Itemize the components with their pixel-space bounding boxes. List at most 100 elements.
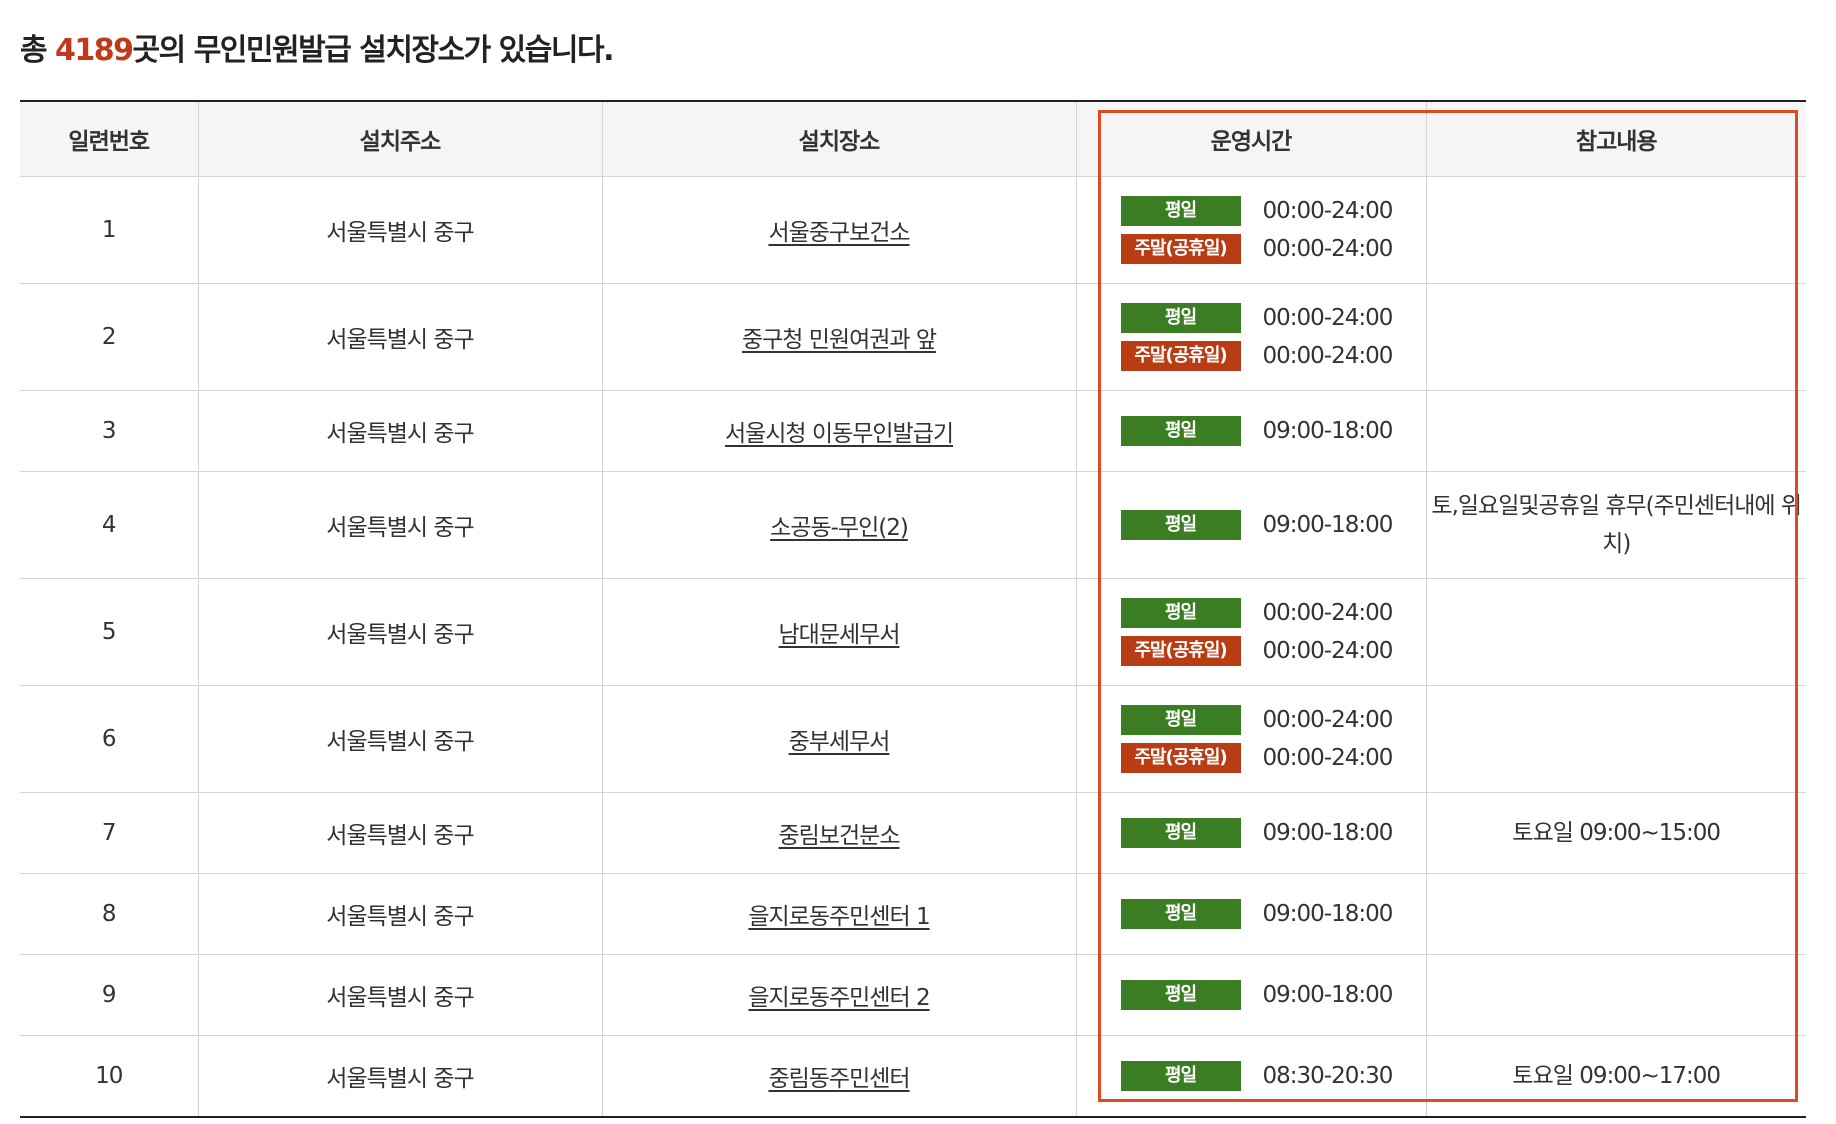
table-row: 7 서울특별시 중구 중림보건분소 평일 09:00-18:00 토요일 09:0… <box>20 792 1806 874</box>
table-row: 3 서울특별시 중구 서울시청 이동무인발급기 평일 09:00-18:00 <box>20 390 1806 472</box>
place-link[interactable]: 중림동주민센터 <box>768 1066 910 1092</box>
cell-address: 서울특별시 중구 <box>197 954 602 1036</box>
cell-address: 서울특별시 중구 <box>197 283 602 391</box>
place-link[interactable]: 서울중구보건소 <box>768 220 910 246</box>
header-notes: 참고내용 <box>1425 101 1806 177</box>
cell-address: 서울특별시 중구 <box>197 176 602 284</box>
summary-text: 총 4189곳의 무인민원발급 설치장소가 있습니다. <box>20 26 615 76</box>
cell-address: 서울특별시 중구 <box>197 685 602 793</box>
place-link[interactable]: 남대문세무서 <box>778 622 901 648</box>
cell-operating-hours: 평일 09:00-18:00 <box>1075 390 1426 472</box>
cell-place: 소공동-무인(2) <box>601 471 1076 579</box>
cell-operating-hours: 평일 09:00-18:00 <box>1075 954 1426 1036</box>
hours-time: 00:00-24:00 <box>1262 236 1394 262</box>
weekend-badge: 주말(공휴일) <box>1120 636 1241 666</box>
cell-serial-number: 1 <box>20 176 198 284</box>
hours-time: 09:00-18:00 <box>1262 418 1394 444</box>
hours-time: 00:00-24:00 <box>1262 600 1394 626</box>
cell-serial-number: 5 <box>20 578 198 686</box>
weekday-badge: 평일 <box>1120 598 1241 628</box>
weekend-badge: 주말(공휴일) <box>1120 743 1241 773</box>
header-address: 설치주소 <box>197 101 602 177</box>
table-header-row: 일련번호 설치주소 설치장소 운영시간 참고내용 <box>20 101 1806 177</box>
cell-address: 서울특별시 중구 <box>197 471 602 579</box>
table-row: 2 서울특별시 중구 중구청 민원여권과 앞 평일 00:00-24:00 주말(… <box>20 283 1806 391</box>
hours-time: 09:00-18:00 <box>1262 512 1394 538</box>
cell-serial-number: 6 <box>20 685 198 793</box>
hours-time: 09:00-18:00 <box>1262 901 1394 927</box>
place-link[interactable]: 을지로동주민센터 2 <box>748 985 930 1011</box>
place-link[interactable]: 중림보건분소 <box>778 823 901 849</box>
cell-serial-number: 8 <box>20 873 198 955</box>
hours-time: 00:00-24:00 <box>1262 745 1394 771</box>
cell-place: 중구청 민원여권과 앞 <box>601 283 1076 391</box>
cell-place: 중부세무서 <box>601 685 1076 793</box>
cell-note: 토,일요일및공휴일 휴무(주민센터내에 위치) <box>1425 471 1806 579</box>
weekday-badge: 평일 <box>1120 980 1241 1010</box>
cell-address: 서울특별시 중구 <box>197 1035 602 1117</box>
weekday-badge: 평일 <box>1120 818 1241 848</box>
kiosk-location-table: 일련번호 설치주소 설치장소 운영시간 참고내용 1 서울특별시 중구 서울중구… <box>20 100 1806 1118</box>
table-row: 5 서울특별시 중구 남대문세무서 평일 00:00-24:00 주말(공휴일) 0… <box>20 578 1806 686</box>
header-operating-hours: 운영시간 <box>1075 101 1426 177</box>
cell-operating-hours: 평일 00:00-24:00 주말(공휴일) 00:00-24:00 <box>1075 176 1426 284</box>
header-place: 설치장소 <box>601 101 1076 177</box>
hours-time: 09:00-18:00 <box>1262 820 1394 846</box>
cell-serial-number: 9 <box>20 954 198 1036</box>
cell-serial-number: 10 <box>95 1063 123 1089</box>
cell-address: 서울특별시 중구 <box>197 390 602 472</box>
cell-operating-hours: 평일 09:00-18:00 <box>1075 471 1426 579</box>
cell-note <box>1425 873 1806 955</box>
summary-suffix: 곳의 무인민원발급 설치장소가 있습니다. <box>132 33 615 68</box>
location-count: 4189 <box>55 33 134 68</box>
hours-time: 00:00-24:00 <box>1262 198 1394 224</box>
weekday-badge: 평일 <box>1120 1061 1241 1091</box>
cell-note <box>1425 176 1806 284</box>
cell-serial-number: 2 <box>20 283 198 391</box>
hours-time: 08:30-20:30 <box>1262 1063 1394 1089</box>
cell-place: 중림보건분소 <box>601 792 1076 874</box>
cell-place: 서울시청 이동무인발급기 <box>601 390 1076 472</box>
cell-serial-number: 3 <box>20 390 198 472</box>
table-row: 8 서울특별시 중구 을지로동주민센터 1 평일 09:00-18:00 <box>20 873 1806 955</box>
summary-prefix: 총 <box>20 33 56 68</box>
weekend-badge: 주말(공휴일) <box>1120 341 1241 371</box>
weekday-badge: 평일 <box>1120 416 1241 446</box>
cell-operating-hours: 평일 00:00-24:00 주말(공휴일) 00:00-24:00 <box>1075 685 1426 793</box>
weekday-badge: 평일 <box>1120 899 1241 929</box>
cell-note: 토요일 09:00~17:00 <box>1425 1035 1806 1117</box>
place-link[interactable]: 을지로동주민센터 1 <box>748 904 930 930</box>
weekday-badge: 평일 <box>1120 303 1241 333</box>
hours-time: 00:00-24:00 <box>1262 707 1394 733</box>
cell-address: 서울특별시 중구 <box>197 792 602 874</box>
cell-serial-number: 4 <box>20 471 198 579</box>
hours-time: 00:00-24:00 <box>1262 638 1394 664</box>
hours-time: 00:00-24:00 <box>1262 343 1394 369</box>
cell-address: 서울특별시 중구 <box>197 873 602 955</box>
place-link[interactable]: 중구청 민원여권과 앞 <box>741 327 937 353</box>
cell-note <box>1425 390 1806 472</box>
weekday-badge: 평일 <box>1120 196 1241 226</box>
place-link[interactable]: 소공동-무인(2) <box>770 515 909 541</box>
cell-place: 을지로동주민센터 2 <box>601 954 1076 1036</box>
cell-address: 서울특별시 중구 <box>197 578 602 686</box>
cell-operating-hours: 평일 00:00-24:00 주말(공휴일) 00:00-24:00 <box>1075 578 1426 686</box>
cell-operating-hours: 평일 00:00-24:00 주말(공휴일) 00:00-24:00 <box>1075 283 1426 391</box>
cell-operating-hours: 평일 09:00-18:00 <box>1075 792 1426 874</box>
table-row: 9 서울특별시 중구 을지로동주민센터 2 평일 09:00-18:00 <box>20 954 1806 1036</box>
cell-note <box>1425 283 1806 391</box>
table-row: 10 서울특별시 중구 중림동주민센터 평일 08:30-20:30 토요일 09… <box>20 1035 1806 1117</box>
hours-time: 00:00-24:00 <box>1262 305 1394 331</box>
cell-operating-hours: 평일 08:30-20:30 <box>1075 1035 1426 1117</box>
cell-place: 서울중구보건소 <box>601 176 1076 284</box>
cell-note <box>1425 685 1806 793</box>
weekday-badge: 평일 <box>1120 705 1241 735</box>
cell-operating-hours: 평일 09:00-18:00 <box>1075 873 1426 955</box>
place-link[interactable]: 서울시청 이동무인발급기 <box>724 421 954 447</box>
table-row: 6 서울특별시 중구 중부세무서 평일 00:00-24:00 주말(공휴일) 00… <box>20 685 1806 793</box>
weekend-badge: 주말(공휴일) <box>1120 234 1241 264</box>
cell-note <box>1425 578 1806 686</box>
place-link[interactable]: 중부세무서 <box>788 729 891 755</box>
weekday-badge: 평일 <box>1120 510 1241 540</box>
